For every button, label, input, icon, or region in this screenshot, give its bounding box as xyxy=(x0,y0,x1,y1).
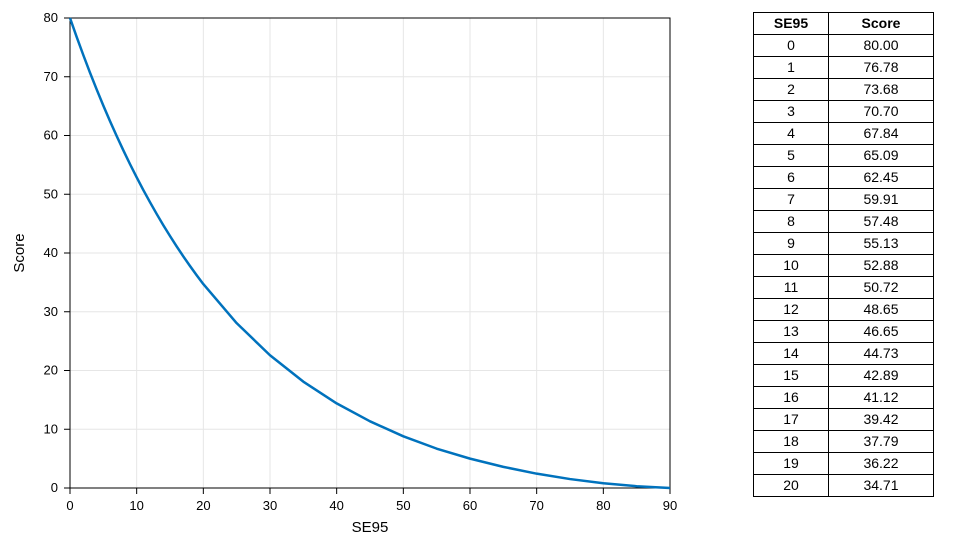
y-tick-label: 50 xyxy=(44,186,58,201)
table-row: 370.70 xyxy=(754,101,934,123)
x-tick-label: 20 xyxy=(196,498,210,513)
cell-score: 46.65 xyxy=(829,321,934,343)
cell-se95: 14 xyxy=(754,343,829,365)
cell-se95: 1 xyxy=(754,57,829,79)
cell-se95: 10 xyxy=(754,255,829,277)
table-row: 1248.65 xyxy=(754,299,934,321)
table-row: 1052.88 xyxy=(754,255,934,277)
table-row: 955.13 xyxy=(754,233,934,255)
cell-se95: 5 xyxy=(754,145,829,167)
table-row: 1150.72 xyxy=(754,277,934,299)
cell-score: 42.89 xyxy=(829,365,934,387)
cell-se95: 16 xyxy=(754,387,829,409)
table-row: 080.00 xyxy=(754,35,934,57)
cell-score: 67.84 xyxy=(829,123,934,145)
cell-se95: 2 xyxy=(754,79,829,101)
cell-score: 62.45 xyxy=(829,167,934,189)
cell-se95: 7 xyxy=(754,189,829,211)
table-row: 565.09 xyxy=(754,145,934,167)
table-row: 1542.89 xyxy=(754,365,934,387)
cell-score: 76.78 xyxy=(829,57,934,79)
cell-se95: 9 xyxy=(754,233,829,255)
cell-se95: 3 xyxy=(754,101,829,123)
y-tick-label: 10 xyxy=(44,421,58,436)
table-row: 1837.79 xyxy=(754,431,934,453)
cell-se95: 8 xyxy=(754,211,829,233)
table-row: 1936.22 xyxy=(754,453,934,475)
cell-score: 39.42 xyxy=(829,409,934,431)
x-tick-label: 30 xyxy=(263,498,277,513)
cell-score: 37.79 xyxy=(829,431,934,453)
x-tick-label: 70 xyxy=(529,498,543,513)
table-row: 273.68 xyxy=(754,79,934,101)
table-row: 662.45 xyxy=(754,167,934,189)
x-tick-label: 60 xyxy=(463,498,477,513)
x-tick-label: 40 xyxy=(329,498,343,513)
table-row: 1346.65 xyxy=(754,321,934,343)
cell-score: 65.09 xyxy=(829,145,934,167)
cell-score: 34.71 xyxy=(829,475,934,497)
cell-se95: 20 xyxy=(754,475,829,497)
table-row: 176.78 xyxy=(754,57,934,79)
cell-score: 55.13 xyxy=(829,233,934,255)
cell-score: 73.68 xyxy=(829,79,934,101)
cell-score: 50.72 xyxy=(829,277,934,299)
cell-se95: 4 xyxy=(754,123,829,145)
cell-score: 59.91 xyxy=(829,189,934,211)
cell-se95: 19 xyxy=(754,453,829,475)
y-tick-label: 80 xyxy=(44,10,58,25)
y-tick-label: 70 xyxy=(44,69,58,84)
cell-score: 70.70 xyxy=(829,101,934,123)
table-header-row: SE95 Score xyxy=(754,13,934,35)
cell-score: 80.00 xyxy=(829,35,934,57)
table-body: 080.00176.78273.68370.70467.84565.09662.… xyxy=(754,35,934,497)
x-tick-label: 80 xyxy=(596,498,610,513)
cell-score: 48.65 xyxy=(829,299,934,321)
table-row: 857.48 xyxy=(754,211,934,233)
cell-score: 57.48 xyxy=(829,211,934,233)
x-tick-label: 10 xyxy=(129,498,143,513)
y-axis-label: Score xyxy=(11,233,28,272)
y-tick-label: 40 xyxy=(44,245,58,260)
table-row: 1641.12 xyxy=(754,387,934,409)
col-header-score: Score xyxy=(829,13,934,35)
col-header-se95: SE95 xyxy=(754,13,829,35)
cell-se95: 17 xyxy=(754,409,829,431)
table-row: 759.91 xyxy=(754,189,934,211)
table-row: 1444.73 xyxy=(754,343,934,365)
cell-se95: 13 xyxy=(754,321,829,343)
x-tick-label: 50 xyxy=(396,498,410,513)
y-tick-label: 30 xyxy=(44,304,58,319)
table-row: 2034.71 xyxy=(754,475,934,497)
cell-score: 44.73 xyxy=(829,343,934,365)
y-tick-label: 0 xyxy=(51,480,58,495)
cell-score: 41.12 xyxy=(829,387,934,409)
cell-se95: 6 xyxy=(754,167,829,189)
cell-se95: 12 xyxy=(754,299,829,321)
figure-container: 010203040506070809001020304050607080SE95… xyxy=(0,0,960,551)
table-row: 467.84 xyxy=(754,123,934,145)
score-table: SE95 Score 080.00176.78273.68370.70467.8… xyxy=(753,12,934,497)
x-tick-label: 90 xyxy=(663,498,677,513)
cell-score: 36.22 xyxy=(829,453,934,475)
x-tick-label: 0 xyxy=(66,498,73,513)
cell-score: 52.88 xyxy=(829,255,934,277)
y-tick-label: 60 xyxy=(44,128,58,143)
cell-se95: 18 xyxy=(754,431,829,453)
table-row: 1739.42 xyxy=(754,409,934,431)
cell-se95: 0 xyxy=(754,35,829,57)
cell-se95: 11 xyxy=(754,277,829,299)
cell-se95: 15 xyxy=(754,365,829,387)
x-axis-label: SE95 xyxy=(352,519,389,536)
y-tick-label: 20 xyxy=(44,363,58,378)
chart: 0 10 20 30 40 50 60 70 80 90 0 10 20 30 40 50 60 70 80 SE95… xyxy=(0,0,740,551)
